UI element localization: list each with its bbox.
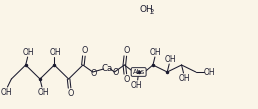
Text: OH: OH	[164, 54, 176, 64]
Text: O: O	[82, 46, 88, 55]
Text: OH: OH	[179, 73, 190, 83]
Text: OH: OH	[131, 81, 142, 90]
Text: OH: OH	[37, 88, 49, 96]
Text: OH: OH	[204, 68, 215, 77]
Text: OH: OH	[150, 48, 162, 56]
Text: O: O	[112, 67, 119, 77]
Text: Abs: Abs	[133, 69, 145, 75]
Text: OH: OH	[140, 5, 153, 14]
Text: 2: 2	[149, 9, 154, 14]
Text: OH: OH	[23, 48, 35, 56]
Text: OH: OH	[50, 48, 61, 56]
Text: OH: OH	[1, 88, 12, 96]
Text: O: O	[67, 89, 74, 98]
Text: Ca: Ca	[102, 64, 113, 72]
Text: O: O	[123, 46, 130, 55]
Text: O: O	[91, 68, 97, 77]
Text: O: O	[123, 75, 130, 84]
